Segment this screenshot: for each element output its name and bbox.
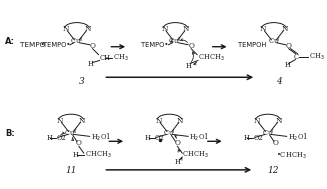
- Text: Cu$^{I}$: Cu$^{I}$: [267, 36, 280, 47]
- Text: H$_2$O1: H$_2$O1: [189, 132, 209, 143]
- Text: Cu$^{I}$: Cu$^{I}$: [163, 128, 176, 139]
- Text: H: H: [46, 134, 52, 142]
- Text: CH: CH: [99, 53, 111, 62]
- Text: H: H: [185, 62, 191, 70]
- Text: H: H: [73, 151, 79, 159]
- Text: N: N: [177, 117, 183, 125]
- Text: N: N: [57, 117, 63, 125]
- Text: •: •: [27, 42, 45, 48]
- Text: CHCH$_3$: CHCH$_3$: [198, 53, 225, 63]
- Text: C: C: [294, 53, 299, 60]
- Text: CH$_3$: CH$_3$: [309, 51, 325, 62]
- Text: N: N: [63, 25, 69, 33]
- Text: 4: 4: [276, 77, 282, 86]
- Text: H: H: [243, 134, 249, 142]
- Text: O2: O2: [56, 134, 66, 142]
- Text: •CHCH$_3$: •CHCH$_3$: [276, 151, 306, 161]
- Text: O: O: [76, 139, 82, 147]
- Text: O2: O2: [155, 134, 164, 142]
- Text: 12: 12: [267, 166, 279, 175]
- Text: CH$_3$: CH$_3$: [113, 53, 129, 63]
- Text: O: O: [90, 42, 95, 50]
- Text: H: H: [145, 134, 151, 142]
- Text: N: N: [155, 117, 162, 125]
- Text: N: N: [260, 25, 266, 33]
- Text: CHCH$_3$: CHCH$_3$: [85, 150, 112, 160]
- Text: O: O: [273, 139, 279, 147]
- Text: TEMPOH: TEMPOH: [238, 42, 266, 48]
- Text: N: N: [78, 117, 85, 125]
- Text: N: N: [254, 117, 260, 125]
- Text: TEMPO•: TEMPO•: [141, 42, 168, 48]
- Text: N: N: [276, 117, 282, 125]
- Text: O: O: [188, 42, 194, 50]
- Text: B:: B:: [5, 129, 15, 138]
- Text: Cu$^{II}$: Cu$^{II}$: [70, 36, 84, 47]
- Text: H$_2$O1: H$_2$O1: [91, 132, 111, 143]
- Text: H: H: [88, 60, 94, 68]
- Text: Cu$^{II}$: Cu$^{II}$: [168, 36, 182, 47]
- Text: Cu$^{II}$: Cu$^{II}$: [64, 128, 78, 139]
- Text: A:: A:: [5, 37, 15, 46]
- Text: 3: 3: [79, 77, 85, 86]
- Text: O2: O2: [253, 134, 263, 142]
- Text: N: N: [183, 25, 189, 33]
- Text: H$_2$O1: H$_2$O1: [288, 132, 308, 143]
- Text: CHCH$_3$: CHCH$_3$: [182, 150, 209, 160]
- Text: O: O: [286, 42, 292, 50]
- Text: N: N: [84, 25, 91, 33]
- Text: TEMPO: TEMPO: [20, 42, 45, 48]
- Text: TEMPO•: TEMPO•: [43, 42, 70, 48]
- Text: O: O: [174, 139, 180, 147]
- Text: H: H: [285, 61, 291, 69]
- Text: N: N: [161, 25, 168, 33]
- Text: 11: 11: [65, 166, 77, 175]
- Text: Cu$^{I}$: Cu$^{I}$: [262, 128, 274, 139]
- Text: H: H: [174, 158, 180, 166]
- Text: N: N: [282, 25, 288, 33]
